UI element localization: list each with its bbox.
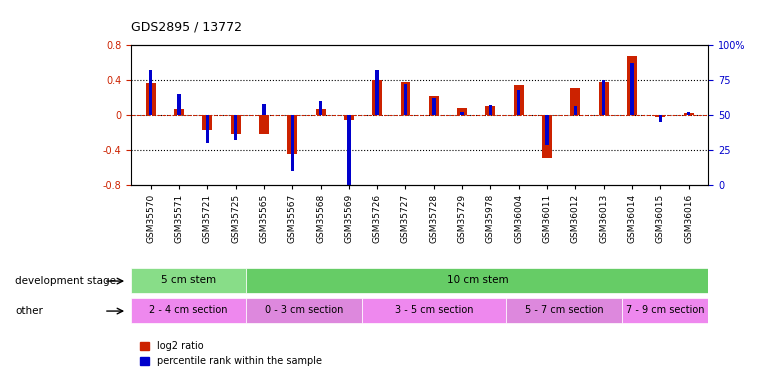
Text: 0 - 3 cm section: 0 - 3 cm section xyxy=(265,305,343,315)
Bar xyxy=(655,115,665,117)
Bar xyxy=(146,83,156,115)
Bar xyxy=(400,82,410,115)
Bar xyxy=(287,115,297,154)
Bar xyxy=(177,94,181,115)
Bar xyxy=(599,82,608,115)
Bar xyxy=(347,115,350,184)
Bar xyxy=(376,70,379,115)
Bar xyxy=(149,70,152,115)
FancyBboxPatch shape xyxy=(507,298,622,323)
Text: 2 - 4 cm section: 2 - 4 cm section xyxy=(149,305,228,315)
Bar xyxy=(687,112,690,115)
FancyBboxPatch shape xyxy=(246,298,362,323)
Text: 5 cm stem: 5 cm stem xyxy=(161,275,216,285)
Bar xyxy=(263,104,266,115)
FancyBboxPatch shape xyxy=(622,298,708,323)
Bar xyxy=(514,85,524,115)
Text: 10 cm stem: 10 cm stem xyxy=(447,275,508,285)
Bar xyxy=(485,106,495,115)
Bar xyxy=(517,90,521,115)
Bar xyxy=(203,115,213,130)
Bar xyxy=(344,115,354,120)
Bar xyxy=(602,80,605,115)
Bar xyxy=(658,115,662,122)
Legend: log2 ratio, percentile rank within the sample: log2 ratio, percentile rank within the s… xyxy=(136,338,326,370)
Bar xyxy=(372,80,382,115)
FancyBboxPatch shape xyxy=(131,268,246,293)
Bar xyxy=(316,109,326,115)
Bar xyxy=(429,96,439,115)
Bar xyxy=(319,101,323,115)
Text: GDS2895 / 13772: GDS2895 / 13772 xyxy=(131,21,242,34)
FancyBboxPatch shape xyxy=(131,298,246,323)
Bar xyxy=(432,98,436,115)
Bar xyxy=(234,115,237,140)
Bar xyxy=(259,115,269,134)
Bar xyxy=(206,115,209,142)
Bar xyxy=(627,56,637,115)
Text: 3 - 5 cm section: 3 - 5 cm section xyxy=(395,305,474,315)
Bar xyxy=(457,108,467,115)
Bar xyxy=(403,84,407,115)
FancyBboxPatch shape xyxy=(362,298,507,323)
Text: other: other xyxy=(15,306,43,315)
Bar xyxy=(574,106,577,115)
Bar xyxy=(542,115,552,158)
FancyBboxPatch shape xyxy=(246,268,708,293)
Bar xyxy=(231,115,240,134)
Bar xyxy=(684,113,694,115)
Bar xyxy=(631,63,634,115)
Bar xyxy=(489,105,492,115)
Text: 5 - 7 cm section: 5 - 7 cm section xyxy=(524,305,604,315)
Bar xyxy=(174,109,184,115)
Bar xyxy=(290,115,294,171)
Bar xyxy=(545,115,549,146)
Text: 7 - 9 cm section: 7 - 9 cm section xyxy=(626,305,705,315)
Text: development stage: development stage xyxy=(15,276,116,285)
Bar xyxy=(571,88,581,115)
Bar xyxy=(460,112,464,115)
